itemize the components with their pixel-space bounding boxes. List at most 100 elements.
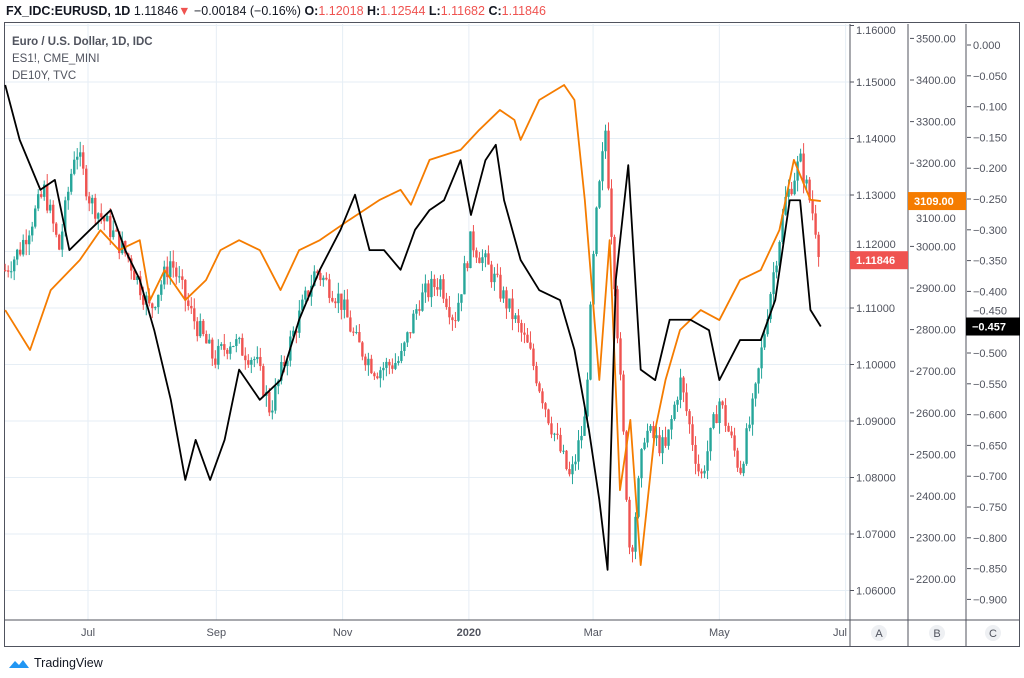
- candle-body: [25, 239, 28, 245]
- candle-body: [274, 386, 277, 411]
- candle-body: [730, 431, 733, 436]
- candle-body: [280, 361, 283, 381]
- axis-C-tick-label: −0.750: [973, 502, 1007, 514]
- candle-body: [640, 449, 643, 479]
- candle-body: [817, 234, 820, 257]
- candle-body: [667, 429, 670, 446]
- candle-body: [385, 361, 388, 368]
- candle-body: [73, 159, 76, 174]
- candle-body: [217, 345, 220, 365]
- candle-body: [601, 151, 604, 182]
- candle-body: [481, 257, 484, 264]
- candle-body: [331, 297, 334, 302]
- candle-body: [421, 292, 424, 311]
- candle-body: [574, 461, 577, 465]
- axis-C-tick-label: −0.150: [973, 132, 1007, 144]
- candle-body: [448, 307, 451, 318]
- axis-C-tick-label: −0.400: [973, 286, 1007, 298]
- scale-button-B[interactable]: [929, 625, 945, 641]
- candle-body: [13, 259, 16, 272]
- candle-body: [553, 433, 556, 435]
- candle-body: [325, 277, 328, 280]
- candle-body: [166, 266, 169, 278]
- axis-C-tick-label: −0.450: [973, 306, 1007, 318]
- candle-body: [220, 344, 223, 346]
- axis-B-tick-label: 3000.00: [916, 241, 956, 253]
- scale-button-A[interactable]: [871, 625, 887, 641]
- candle-body: [190, 305, 193, 309]
- candle-body: [514, 315, 517, 320]
- scale-button-C[interactable]: [985, 625, 1001, 641]
- candle-body: [130, 258, 133, 271]
- candle-body: [688, 411, 691, 425]
- candle-body: [46, 184, 49, 211]
- axis-C-tick-label: −0.900: [973, 594, 1007, 606]
- candle-body: [349, 317, 352, 332]
- candle-body: [784, 196, 787, 215]
- candle-body: [133, 270, 136, 281]
- candle-body: [61, 231, 64, 250]
- candle-body: [109, 215, 112, 238]
- candle-body: [139, 276, 142, 296]
- axis-C-tick-label: −0.300: [973, 225, 1007, 237]
- candle-body: [607, 130, 610, 189]
- tradingview-logo[interactable]: TradingView: [8, 656, 103, 670]
- candle-body: [550, 423, 553, 435]
- candle-body: [790, 188, 793, 195]
- candle-body: [814, 213, 817, 235]
- axis-C-tick-label: −0.650: [973, 440, 1007, 452]
- candle-body: [736, 450, 739, 468]
- candle-body: [457, 302, 460, 321]
- candle-body: [301, 299, 304, 311]
- candle-body: [487, 253, 490, 265]
- legend: Euro / U.S. Dollar, 1D, IDC ES1!, CME_MI…: [12, 34, 153, 85]
- candle-body: [307, 290, 310, 297]
- candle-body: [424, 283, 427, 293]
- candle-body: [724, 405, 727, 426]
- candle-body: [523, 332, 526, 335]
- candle-body: [409, 332, 412, 334]
- candle-body: [619, 338, 622, 375]
- candle-body: [610, 188, 613, 237]
- candle-body: [88, 196, 91, 204]
- candle-body: [775, 265, 778, 273]
- legend-es1: ES1!, CME_MINI: [12, 53, 100, 65]
- candle-body: [67, 191, 70, 201]
- candle-body: [49, 204, 52, 211]
- candle-body: [769, 294, 772, 320]
- candle-body: [616, 289, 619, 339]
- candle-body: [229, 346, 232, 354]
- candle-body: [199, 320, 202, 337]
- axis-C-tick-label: −0.350: [973, 256, 1007, 268]
- axis-A-tick-label: 1.07000: [856, 529, 896, 541]
- candle-body: [637, 478, 640, 517]
- candle-body: [778, 241, 781, 266]
- legend-eurusd: Euro / U.S. Dollar, 1D, IDC: [12, 36, 153, 48]
- candle-body: [691, 424, 694, 445]
- candle-body: [208, 339, 211, 344]
- candle-body: [496, 273, 499, 275]
- candle-body: [526, 334, 529, 343]
- candle-body: [355, 332, 358, 334]
- candle-body: [808, 179, 811, 201]
- candle-body: [685, 392, 688, 412]
- low-label: L:: [428, 4, 441, 18]
- candle-body: [565, 450, 568, 470]
- candle-body: [292, 330, 295, 337]
- axis-B-tick-label: 3100.00: [916, 213, 956, 225]
- close-label: C:: [488, 4, 502, 18]
- candle-body: [103, 217, 106, 222]
- axis-B-tick-label: 2800.00: [916, 325, 956, 337]
- last-price: 1.11846: [133, 4, 179, 18]
- candle-body: [634, 516, 637, 552]
- candle-body: [388, 361, 391, 366]
- candle-body: [676, 399, 679, 405]
- candle-body: [4, 270, 7, 272]
- candle-body: [538, 383, 541, 392]
- axis-A-tick-label: 1.11000: [856, 303, 895, 315]
- candle-body: [649, 425, 652, 431]
- candle-body: [343, 299, 346, 310]
- high-label: H:: [367, 4, 381, 18]
- candle-body: [454, 320, 457, 322]
